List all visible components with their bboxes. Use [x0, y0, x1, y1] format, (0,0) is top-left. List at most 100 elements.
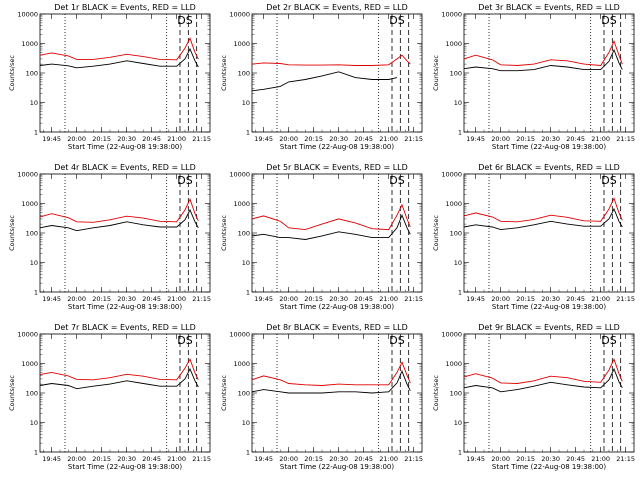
- x-tick-label: 20:15: [92, 455, 111, 463]
- series-line-black: [251, 370, 411, 394]
- ds-annotation: DS: [177, 334, 192, 347]
- x-axis-label: Start Time (22-Aug-08 19:38:00): [280, 143, 394, 151]
- x-tick-label: 20:45: [142, 295, 161, 303]
- y-tick-label: 1000: [21, 40, 38, 48]
- y-tick-label: 10: [30, 419, 38, 427]
- x-tick-label: 19:45: [254, 455, 273, 463]
- x-tick-label: 21:00: [591, 135, 610, 143]
- x-tick-label: 19:45: [466, 135, 485, 143]
- chart-panel: Det 8r BLACK = Events, RED = LLD 1 10 100 10…: [220, 323, 423, 471]
- series-line-red: [251, 54, 411, 66]
- x-tick-label: 21:15: [616, 295, 635, 303]
- y-tick-label: 100: [26, 70, 38, 78]
- x-tick-label: 20:30: [117, 135, 136, 143]
- plot-frame: [463, 13, 635, 133]
- chart-panel: Det 2r BLACK = Events, RED = LLD 1 10 100 10…: [220, 3, 423, 151]
- x-axis-label: Start Time (22-Aug-08 19:38:00): [492, 143, 606, 151]
- y-tick-label: 10000: [441, 171, 462, 179]
- x-axis-label: Start Time (22-Aug-08 19:38:00): [68, 463, 182, 471]
- x-tick-label: 20:15: [304, 295, 323, 303]
- x-axis-label: Start Time (22-Aug-08 19:38:00): [492, 303, 606, 311]
- x-tick-label: 20:45: [566, 295, 585, 303]
- x-tick-label: 19:45: [254, 295, 273, 303]
- x-tick-label: 21:00: [379, 135, 398, 143]
- x-tick-label: 20:15: [92, 295, 111, 303]
- y-axis-label: Counts/sec: [432, 55, 440, 91]
- plot-frame: [39, 13, 211, 133]
- x-tick-label: 20:00: [67, 455, 86, 463]
- x-tick-label: 20:30: [541, 295, 560, 303]
- chart-title: Det 3r BLACK = Events, RED = LLD: [478, 3, 620, 12]
- plot-frame: [463, 173, 635, 293]
- x-tick-label: 20:30: [541, 455, 560, 463]
- chart-title: Det 2r BLACK = Events, RED = LLD: [266, 3, 408, 12]
- x-tick-label: 20:30: [329, 455, 348, 463]
- x-axis-label: Start Time (22-Aug-08 19:38:00): [280, 303, 394, 311]
- y-tick-label: 1000: [233, 200, 250, 208]
- x-tick-label: 20:45: [354, 135, 373, 143]
- series-line-red: [463, 39, 623, 66]
- x-axis-label: Start Time (22-Aug-08 19:38:00): [68, 143, 182, 151]
- x-tick-label: 21:15: [616, 455, 635, 463]
- y-tick-label: 1000: [21, 360, 38, 368]
- x-axis-label: Start Time (22-Aug-08 19:38:00): [280, 463, 394, 471]
- y-tick-label: 10: [242, 419, 250, 427]
- y-axis-label: Counts/sec: [220, 215, 228, 251]
- x-tick-label: 21:00: [591, 455, 610, 463]
- x-tick-label: 20:45: [354, 455, 373, 463]
- ds-annotation: DS: [389, 334, 404, 347]
- y-tick-label: 100: [26, 230, 38, 238]
- x-tick-label: 20:30: [329, 135, 348, 143]
- ds-annotation: DS: [601, 14, 616, 27]
- series-line-red: [39, 197, 199, 223]
- x-axis-label: Start Time (22-Aug-08 19:38:00): [68, 303, 182, 311]
- x-tick-label: 21:00: [167, 135, 186, 143]
- chart-title: Det 4r BLACK = Events, RED = LLD: [54, 163, 196, 172]
- chart-panel: Det 1r BLACK = Events, RED = LLD 1 10 100 10…: [8, 3, 211, 151]
- y-tick-label: 10000: [229, 171, 250, 179]
- x-tick-label: 19:45: [42, 135, 61, 143]
- x-tick-label: 20:15: [516, 455, 535, 463]
- chart-panel: Det 3r BLACK = Events, RED = LLD 1 10 100 10…: [432, 3, 635, 151]
- x-tick-label: 20:00: [67, 135, 86, 143]
- y-tick-label: 10000: [229, 11, 250, 19]
- x-tick-label: 20:00: [279, 135, 298, 143]
- y-tick-label: 10: [242, 259, 250, 267]
- plot-frame: [251, 173, 423, 293]
- y-tick-label: 1: [246, 449, 250, 457]
- series-line-red: [463, 197, 623, 223]
- y-tick-label: 1000: [445, 40, 462, 48]
- series-line-black: [39, 367, 199, 390]
- y-tick-label: 10000: [441, 331, 462, 339]
- ds-annotation: DS: [177, 14, 192, 27]
- series-line-red: [39, 37, 199, 61]
- ds-annotation: DS: [601, 334, 616, 347]
- y-tick-label: 100: [450, 70, 462, 78]
- x-tick-label: 20:15: [304, 135, 323, 143]
- x-tick-label: 20:30: [117, 295, 136, 303]
- x-tick-label: 20:00: [491, 135, 510, 143]
- series-line-black: [463, 48, 623, 72]
- chart-panel: Det 4r BLACK = Events, RED = LLD 1 10 100 10…: [8, 163, 211, 311]
- x-tick-label: 19:45: [42, 295, 61, 303]
- y-tick-label: 10000: [17, 11, 38, 19]
- x-tick-label: 21:15: [192, 455, 211, 463]
- y-tick-label: 1000: [233, 40, 250, 48]
- x-tick-label: 21:15: [404, 135, 423, 143]
- series-line-red: [463, 357, 623, 384]
- y-tick-label: 1000: [21, 200, 38, 208]
- y-tick-label: 10000: [17, 171, 38, 179]
- y-tick-label: 10: [30, 99, 38, 107]
- x-axis-label: Start Time (22-Aug-08 19:38:00): [492, 463, 606, 471]
- series-line-black: [251, 213, 411, 240]
- y-tick-label: 10: [454, 99, 462, 107]
- x-tick-label: 21:15: [192, 295, 211, 303]
- plot-frame: [251, 13, 423, 133]
- y-tick-label: 1: [246, 129, 250, 137]
- chart-title: Det 7r BLACK = Events, RED = LLD: [54, 323, 196, 332]
- chart-title: Det 6r BLACK = Events, RED = LLD: [478, 163, 620, 172]
- y-tick-label: 100: [26, 390, 38, 398]
- series-line-black: [39, 208, 199, 232]
- ds-annotation: DS: [177, 174, 192, 187]
